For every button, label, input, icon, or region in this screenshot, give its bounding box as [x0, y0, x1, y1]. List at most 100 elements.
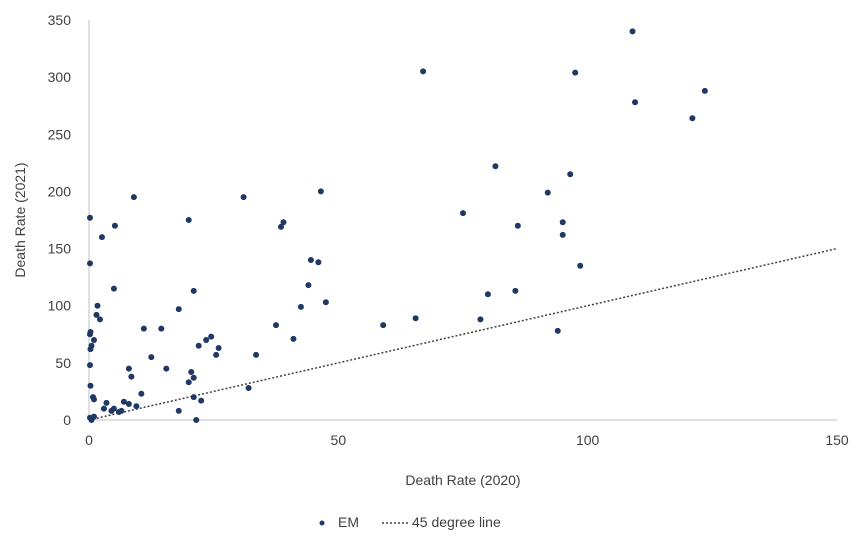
data-point	[559, 231, 566, 238]
data-point	[208, 333, 215, 340]
data-point	[138, 390, 145, 397]
data-point	[307, 257, 314, 263]
data-point	[514, 222, 521, 229]
data-point	[190, 374, 197, 381]
data-point	[86, 214, 93, 221]
data-point	[290, 335, 297, 342]
data-point	[412, 315, 419, 322]
data-point	[190, 394, 197, 401]
data-point	[125, 401, 132, 407]
data-point	[213, 351, 220, 358]
data-point	[322, 299, 329, 306]
data-point	[492, 163, 499, 170]
y-tick-label: 200	[48, 183, 72, 199]
data-point	[280, 219, 287, 226]
y-tick-label: 50	[55, 355, 71, 371]
data-point	[90, 413, 97, 420]
data-point	[86, 331, 93, 338]
data-point	[245, 385, 252, 391]
data-point	[93, 311, 100, 318]
x-tick-label: 50	[331, 432, 347, 448]
data-point	[94, 302, 101, 309]
legend-label-em: EM	[338, 514, 359, 530]
data-point	[297, 303, 304, 310]
data-point	[305, 282, 312, 289]
data-point	[140, 325, 147, 332]
data-point	[195, 342, 202, 349]
data-point	[86, 362, 93, 369]
data-point	[190, 287, 197, 294]
data-point	[103, 399, 110, 406]
data-point	[110, 405, 117, 412]
data-point	[420, 68, 427, 75]
data-point	[133, 403, 140, 410]
data-point	[90, 396, 97, 403]
y-tick-label: 100	[48, 298, 72, 314]
data-point	[554, 327, 561, 334]
x-tick-label: 0	[85, 432, 93, 448]
data-point	[96, 316, 103, 323]
data-point	[158, 325, 165, 332]
data-point	[317, 188, 324, 195]
data-point	[188, 369, 195, 375]
y-tick-label: 350	[48, 12, 72, 28]
data-point	[273, 322, 279, 329]
data-point	[193, 417, 200, 423]
data-point	[203, 337, 210, 343]
data-point	[240, 194, 247, 201]
data-point	[315, 259, 322, 266]
y-tick-label: 0	[63, 412, 71, 428]
data-point	[87, 382, 94, 389]
legend: EM 45 degree line	[319, 514, 501, 530]
data-point	[572, 69, 579, 76]
data-point	[701, 87, 708, 94]
data-point	[175, 407, 182, 414]
data-point	[559, 219, 566, 226]
data-point	[130, 194, 137, 201]
legend-marker-em	[319, 520, 325, 526]
data-point	[577, 262, 584, 269]
x-tick-label: 150	[825, 432, 849, 448]
data-point	[567, 171, 574, 178]
y-tick-label: 300	[48, 69, 72, 85]
y-tick-label: 250	[48, 126, 72, 142]
data-point	[98, 234, 105, 241]
data-point	[163, 365, 170, 372]
legend-label-45-degree-line: 45 degree line	[412, 514, 501, 530]
axes	[88, 20, 837, 421]
data-point	[689, 115, 696, 122]
data-point	[175, 306, 182, 313]
series-line-45-degree	[88, 247, 838, 421]
reference-line	[88, 247, 838, 421]
data-point	[125, 365, 132, 372]
data-point	[632, 99, 639, 106]
data-point	[215, 345, 222, 351]
data-point	[148, 354, 155, 361]
x-tick-label: 100	[576, 432, 600, 448]
data-point	[198, 397, 205, 404]
data-point	[120, 398, 127, 405]
data-point	[380, 322, 387, 329]
y-axis-ticks: 0 50 100 150 200 250 300 350	[48, 12, 72, 428]
data-point	[110, 285, 117, 292]
data-point	[90, 337, 97, 343]
y-tick-label: 150	[48, 241, 72, 257]
data-point	[86, 260, 93, 267]
data-point	[544, 189, 551, 196]
data-point	[477, 316, 484, 323]
data-point	[185, 379, 192, 386]
data-point	[277, 223, 284, 230]
data-point	[118, 407, 125, 414]
data-points	[86, 28, 708, 423]
data-point	[185, 217, 192, 223]
data-point	[111, 222, 118, 229]
data-point	[100, 405, 107, 412]
data-point	[629, 28, 636, 35]
y-axis-title: Death Rate (2021)	[12, 162, 28, 277]
x-axis-title: Death Rate (2020)	[405, 472, 520, 488]
x-axis-ticks: 0 50 100 150	[85, 432, 849, 448]
data-point	[253, 351, 260, 358]
data-point	[512, 287, 519, 294]
